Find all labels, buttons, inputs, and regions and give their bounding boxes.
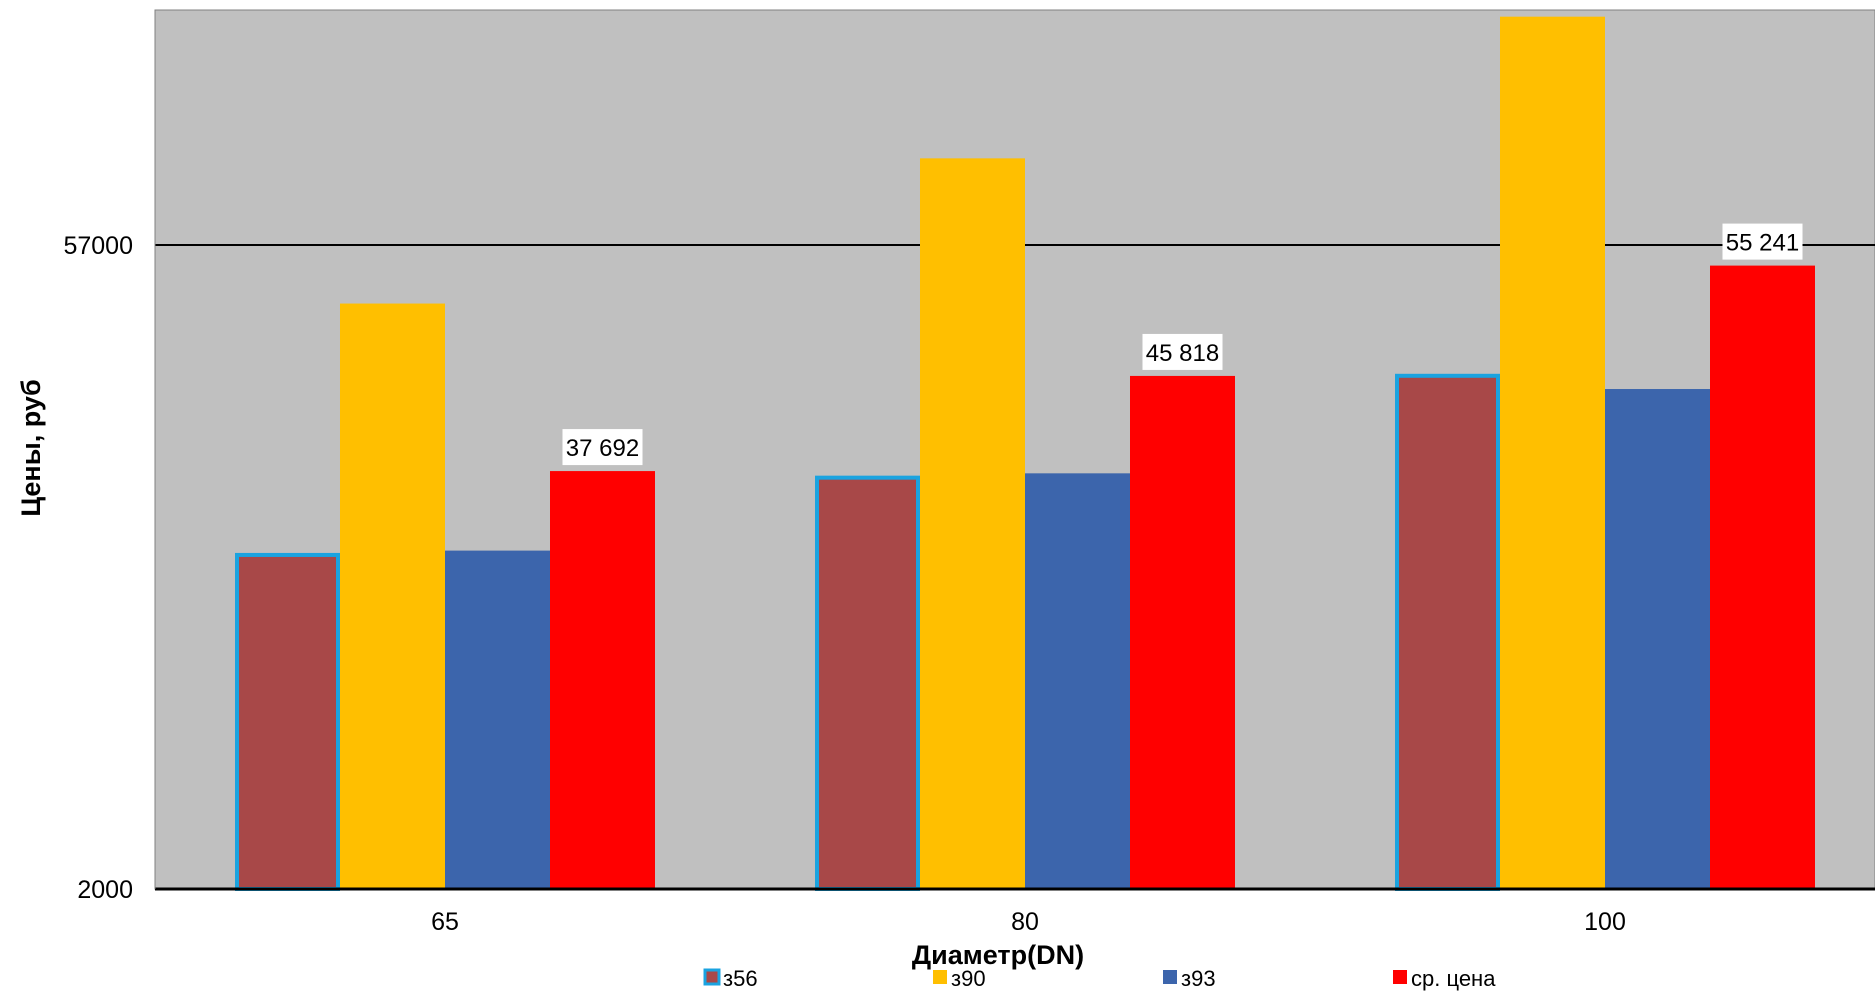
bar-з93-80 bbox=[1025, 473, 1130, 889]
legend-label: з56 bbox=[723, 966, 758, 991]
legend-label: з90 bbox=[951, 966, 986, 991]
y-tick-label: 2000 bbox=[77, 876, 133, 904]
x-tick-label: 65 bbox=[431, 908, 459, 936]
legend-swatch-з56 bbox=[705, 970, 719, 984]
legend-swatch-ср. цена bbox=[1393, 970, 1407, 984]
x-tick-label: 80 bbox=[1011, 908, 1039, 936]
bar-ср. цена-100 bbox=[1710, 266, 1815, 889]
data-label: 55 241 bbox=[1726, 230, 1799, 257]
legend-label: ср. цена bbox=[1411, 966, 1496, 991]
legend-label: з93 bbox=[1181, 966, 1216, 991]
x-tick-label: 100 bbox=[1584, 908, 1626, 936]
bar-з56-80 bbox=[817, 478, 918, 889]
bar-ср. цена-80 bbox=[1130, 376, 1235, 889]
bar-з56-100 bbox=[1397, 376, 1498, 889]
bar-з90-65 bbox=[340, 304, 445, 889]
x-axis-title: Диаметр(DN) bbox=[912, 940, 1084, 970]
y-axis-title: Цены, руб bbox=[16, 379, 46, 516]
legend: з56 з90 з93 ср. цена bbox=[705, 966, 1496, 991]
bar-з90-80 bbox=[920, 158, 1025, 889]
bar-з90-100 bbox=[1500, 17, 1605, 889]
bar-з56-65 bbox=[237, 555, 338, 889]
bar-з93-65 bbox=[445, 551, 550, 889]
data-label: 45 818 bbox=[1146, 340, 1219, 367]
bar-з93-100 bbox=[1605, 389, 1710, 889]
data-label: 37 692 bbox=[566, 435, 639, 462]
y-tick-label: 57000 bbox=[63, 232, 133, 260]
legend-swatch-з93 bbox=[1163, 970, 1177, 984]
bar-ср. цена-65 bbox=[550, 471, 655, 889]
legend-swatch-з90 bbox=[933, 970, 947, 984]
